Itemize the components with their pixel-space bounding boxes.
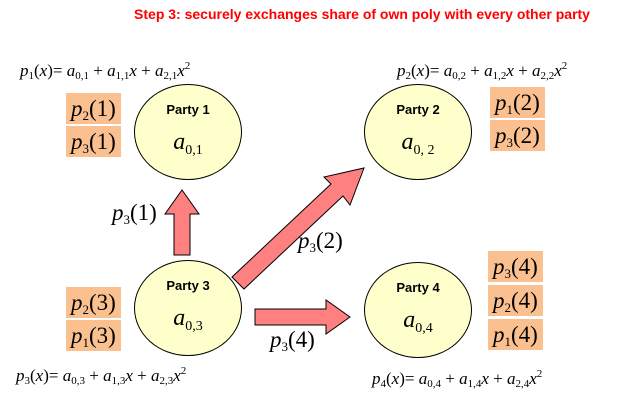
party-1-label: Party 1 [135,102,241,117]
party-2-coefficient: a0, 2 [365,129,471,159]
polynomial-party-4: p4(x)= a0,4 + a1,4x + a2,4x2 [372,368,542,390]
party-3-node: Party 3 a0,3 [134,260,242,356]
party-1-coefficient: a0,1 [135,129,241,159]
polynomial-party-2: p2(x)= a0,2 + a1,2x + a2,2x2 [397,60,567,82]
share-party-4-p3: p3(4) [488,251,543,282]
party-2-label: Party 2 [365,102,471,117]
polynomial-party-1: p1(x)= a0,1 + a1,1x + a2,1x2 [20,60,190,82]
share-party-2-p1: p1(2) [490,87,545,118]
share-party-3-p1: p1(3) [66,320,121,351]
arrow-label-p3-4: p3(4) [270,327,315,355]
share-party-4-p2: p2(4) [488,285,543,316]
party-4-label: Party 4 [365,280,471,295]
arrow-label-p3-1: p3(1) [112,200,157,228]
arrow-label-p3-2: p3(2) [298,228,343,256]
party-2-node: Party 2 a0, 2 [364,84,472,180]
share-party-3-p2: p2(3) [66,287,121,318]
polynomial-party-3: p3(x)= a0,3 + a1,3x + a2,3x2 [16,365,186,387]
party-3-label: Party 3 [135,278,241,293]
share-party-4-p1: p1(4) [488,319,543,350]
party-4-node: Party 4 a0,4 [364,262,472,358]
share-party-2-p3: p3(2) [490,120,545,151]
party-4-coefficient: a0,4 [365,307,471,337]
party-3-coefficient: a0,3 [135,305,241,335]
party-1-node: Party 1 a0,1 [134,84,242,180]
share-party-1-p2: p2(1) [66,93,121,124]
arrow-party3-to-party1 [165,190,199,255]
share-party-1-p3: p3(1) [66,126,121,157]
